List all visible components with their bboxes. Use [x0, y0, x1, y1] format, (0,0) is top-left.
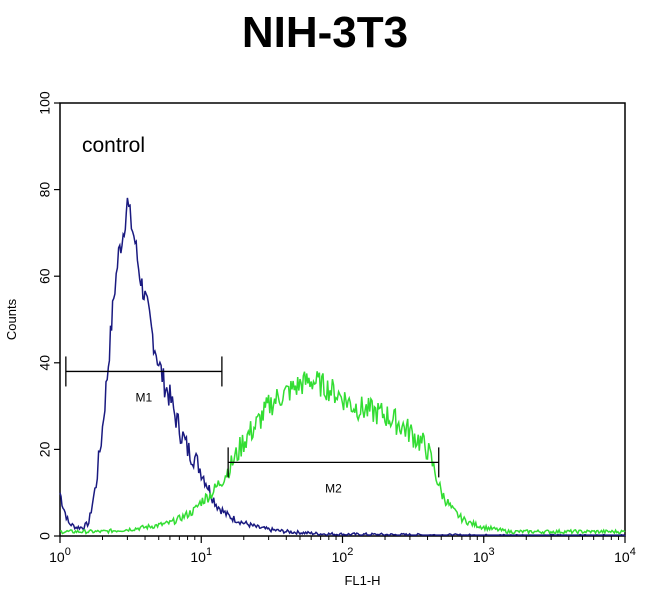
- series-layer: [59, 197, 626, 537]
- x-tick-label-3: 103: [473, 546, 495, 565]
- x-tick-label-4: 104: [614, 546, 636, 565]
- y-tick-label-4: 80: [37, 182, 53, 198]
- gate-label-1: M2: [325, 481, 342, 495]
- axes: [54, 102, 626, 543]
- plot-frame: [59, 102, 626, 537]
- y-tick-label-3: 60: [37, 268, 53, 284]
- y-tick-label-5: 100: [37, 91, 53, 115]
- y-axis-label: Counts: [4, 298, 19, 340]
- y-tick-label-0: 0: [37, 532, 53, 540]
- annotation-control: control: [82, 134, 145, 157]
- chart-title: NIH-3T3: [241, 8, 409, 57]
- series-line-1: [59, 371, 626, 536]
- x-tick-label-0: 100: [49, 546, 71, 565]
- x-axis-label: FL1-H: [344, 573, 380, 588]
- x-tick-label-2: 102: [332, 546, 354, 565]
- series-line-0: [59, 197, 626, 537]
- gate-label-0: M1: [136, 390, 153, 404]
- gates-layer: [65, 356, 440, 478]
- x-tick-label-1: 101: [190, 546, 212, 565]
- labels-layer: 0 20 40 60 80 100 100 101 102 103 104 FL1-H Counts co…: [4, 91, 636, 588]
- y-tick-label-2: 40: [37, 355, 53, 371]
- y-tick-label-1: 20: [37, 441, 53, 457]
